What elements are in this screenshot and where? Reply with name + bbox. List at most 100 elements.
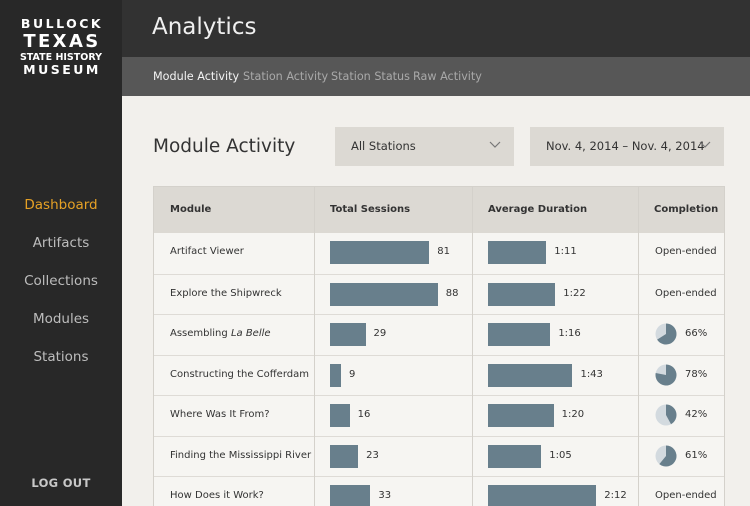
module-name: Finding the Mississippi River xyxy=(170,450,311,461)
module-name-text: Where Was It From? xyxy=(170,409,270,420)
table-row[interactable]: Explore the Shipwreck 88 1:22 Open-ended xyxy=(154,273,724,315)
sessions-value: 16 xyxy=(357,409,371,420)
column-header-average-duration[interactable]: Average Duration xyxy=(488,204,588,215)
duration-value: 1:11 xyxy=(554,246,577,257)
chevron-down-icon xyxy=(489,141,501,148)
sessions-bar xyxy=(330,323,366,346)
completion-text: Open-ended xyxy=(655,287,717,299)
completion-percent: 66% xyxy=(685,328,708,339)
duration-value: 1:20 xyxy=(561,409,585,420)
sessions-bar xyxy=(330,282,438,306)
table-row[interactable]: Finding the Mississippi River 23 1:05 61% xyxy=(154,435,724,477)
completion-text: Open-ended xyxy=(655,490,717,501)
sessions-value: 29 xyxy=(373,328,387,339)
table-row[interactable]: Where Was It From? 16 1:20 42% xyxy=(154,395,724,436)
logout-button[interactable]: LOG OUT xyxy=(31,476,91,490)
sidebar-item-stations[interactable]: Stations xyxy=(33,349,89,365)
sessions-value: 23 xyxy=(366,449,379,461)
station-filter-select[interactable]: All Stations xyxy=(335,127,514,166)
tab-station-status[interactable]: Station Status xyxy=(331,70,410,83)
table-row[interactable]: Artifact Viewer 81 1:11 Open-ended xyxy=(154,233,724,274)
station-filter-value: All Stations xyxy=(351,139,416,153)
duration-bar xyxy=(488,444,542,468)
duration-bar xyxy=(488,282,556,306)
module-name: Assembling La Belle xyxy=(170,328,271,339)
completion-pie-chart xyxy=(655,445,677,466)
sidebar: BULLOCK TEXAS STATE HISTORY MUSEUM Dashb… xyxy=(0,0,122,506)
module-name: Explore the Shipwreck xyxy=(170,288,282,299)
sessions-value: 33 xyxy=(378,490,392,501)
table-row[interactable]: Assembling La Belle 29 1:16 66% xyxy=(154,314,724,355)
module-name-text: Artifact Viewer xyxy=(170,246,244,257)
pie-slice xyxy=(666,404,677,425)
completion-percent: 42% xyxy=(685,409,708,420)
sidebar-item-collections[interactable]: Collections xyxy=(24,273,98,289)
pie-slice xyxy=(655,364,677,385)
logo-line-1: BULLOCK xyxy=(20,16,104,31)
sessions-bar xyxy=(330,404,350,427)
logo-line-4: MUSEUM xyxy=(23,62,101,77)
sessions-bar xyxy=(330,444,359,468)
date-range-value: Nov. 4, 2014 – Nov. 4, 2014 xyxy=(546,139,705,153)
sessions-value: 9 xyxy=(349,368,356,380)
sidebar-item-dashboard[interactable]: Dashboard xyxy=(24,197,98,213)
duration-value: 1:05 xyxy=(549,449,572,461)
tab-station-activity[interactable]: Station Activity xyxy=(243,70,329,83)
sessions-bar xyxy=(330,485,371,506)
duration-bar xyxy=(488,241,547,264)
module-activity-table: Module Total Sessions Average Duration C… xyxy=(153,186,725,506)
module-name-text: How Does it Work? xyxy=(170,490,264,501)
module-name: How Does it Work? xyxy=(170,490,264,501)
completion-text: Open-ended xyxy=(655,246,717,257)
column-header-completion[interactable]: Completion xyxy=(654,204,719,215)
completion-pie-chart xyxy=(655,404,677,426)
completion-percent: 61% xyxy=(685,449,708,461)
sessions-value: 81 xyxy=(437,246,450,257)
module-name: Constructing the Cofferdam xyxy=(170,369,309,380)
pie-slice xyxy=(659,445,677,466)
duration-value: 1:22 xyxy=(563,287,586,299)
table-header: Module Total Sessions Average Duration C… xyxy=(154,187,724,233)
table-row[interactable]: How Does it Work? 33 2:12 Open-ended xyxy=(154,476,724,506)
sessions-bar xyxy=(330,363,342,387)
module-name-text: Assembling xyxy=(170,328,228,339)
section-title: Module Activity xyxy=(153,136,296,157)
column-header-module[interactable]: Module xyxy=(170,204,212,215)
logo-line-2: TEXAS xyxy=(23,30,101,52)
sessions-value: 88 xyxy=(445,287,459,299)
logo-line-3: STATE HISTORY xyxy=(19,51,103,63)
tab-raw-activity[interactable]: Raw Activity xyxy=(413,70,482,83)
duration-bar xyxy=(488,323,551,346)
duration-value: 1:43 xyxy=(580,368,603,380)
column-divider xyxy=(638,187,639,506)
module-name-text: Finding the Mississippi River xyxy=(170,449,312,461)
duration-value: 2:12 xyxy=(604,490,627,501)
table-row[interactable]: Constructing the Cofferdam 9 1:43 78% xyxy=(154,354,724,396)
module-name-text: Explore the Shipwreck xyxy=(170,287,282,299)
module-name-text: Constructing the Cofferdam xyxy=(170,368,309,380)
date-range-select[interactable]: Nov. 4, 2014 – Nov. 4, 2014 xyxy=(530,127,724,166)
completion-percent: 78% xyxy=(685,368,708,380)
duration-bar xyxy=(488,404,554,427)
module-name: Where Was It From? xyxy=(170,409,270,420)
sessions-bar xyxy=(330,241,430,264)
column-header-total-sessions[interactable]: Total Sessions xyxy=(330,204,411,215)
pie-slice xyxy=(657,323,677,345)
page-title: Analytics xyxy=(152,14,257,40)
duration-value: 1:16 xyxy=(558,328,581,339)
column-divider xyxy=(472,187,473,506)
chevron-down-icon xyxy=(699,141,711,148)
completion-pie-chart xyxy=(655,323,677,345)
duration-bar xyxy=(488,363,573,387)
page-header: Analytics xyxy=(122,0,750,57)
sidebar-item-modules[interactable]: Modules xyxy=(32,311,90,327)
sidebar-item-artifacts[interactable]: Artifacts xyxy=(32,235,90,251)
museum-logo[interactable]: BULLOCK TEXAS STATE HISTORY MUSEUM xyxy=(0,16,122,77)
column-divider xyxy=(314,187,315,506)
module-name: Artifact Viewer xyxy=(170,246,244,257)
completion-pie-chart xyxy=(655,364,677,385)
module-name-italic: La Belle xyxy=(230,328,271,339)
duration-bar xyxy=(488,485,597,506)
tab-module-activity[interactable]: Module Activity xyxy=(153,70,240,83)
sub-navigation: Module Activity Station Activity Station S… xyxy=(122,57,750,96)
